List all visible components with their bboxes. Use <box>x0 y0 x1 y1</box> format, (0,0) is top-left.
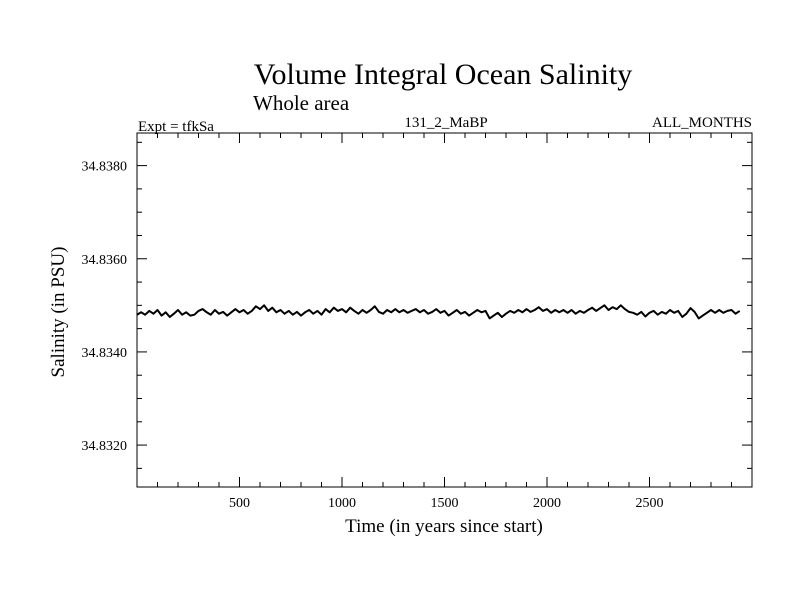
x-tick-label: 1000 <box>328 496 356 511</box>
axis-ticks <box>137 133 752 487</box>
months-label: ALL_MONTHS <box>652 115 752 131</box>
y-axis-label: Salinity (in PSU) <box>48 247 69 378</box>
y-tick-label: 34.8380 <box>82 160 128 175</box>
x-tick-labels: 500 1000 1500 2000 2500 <box>229 496 664 511</box>
x-tick-label: 1500 <box>431 496 459 511</box>
chart-title: Volume Integral Ocean Salinity <box>254 58 633 91</box>
y-tick-label: 34.8360 <box>82 253 128 268</box>
run-label: 131_2_MaBP <box>404 115 487 131</box>
x-tick-label: 2500 <box>636 496 664 511</box>
x-tick-label: 2000 <box>533 496 561 511</box>
y-tick-label: 34.8340 <box>82 346 128 361</box>
x-axis-label: Time (in years since start) <box>345 516 543 537</box>
salinity-series-line <box>136 304 741 320</box>
y-tick-label: 34.8320 <box>82 439 128 454</box>
x-tick-label: 500 <box>229 496 250 511</box>
experiment-label: Expt = tfkSa <box>138 119 214 135</box>
chart-subtitle: Whole area <box>253 91 350 115</box>
y-tick-labels: 34.8320 34.8340 34.8360 34.8380 <box>82 160 128 454</box>
